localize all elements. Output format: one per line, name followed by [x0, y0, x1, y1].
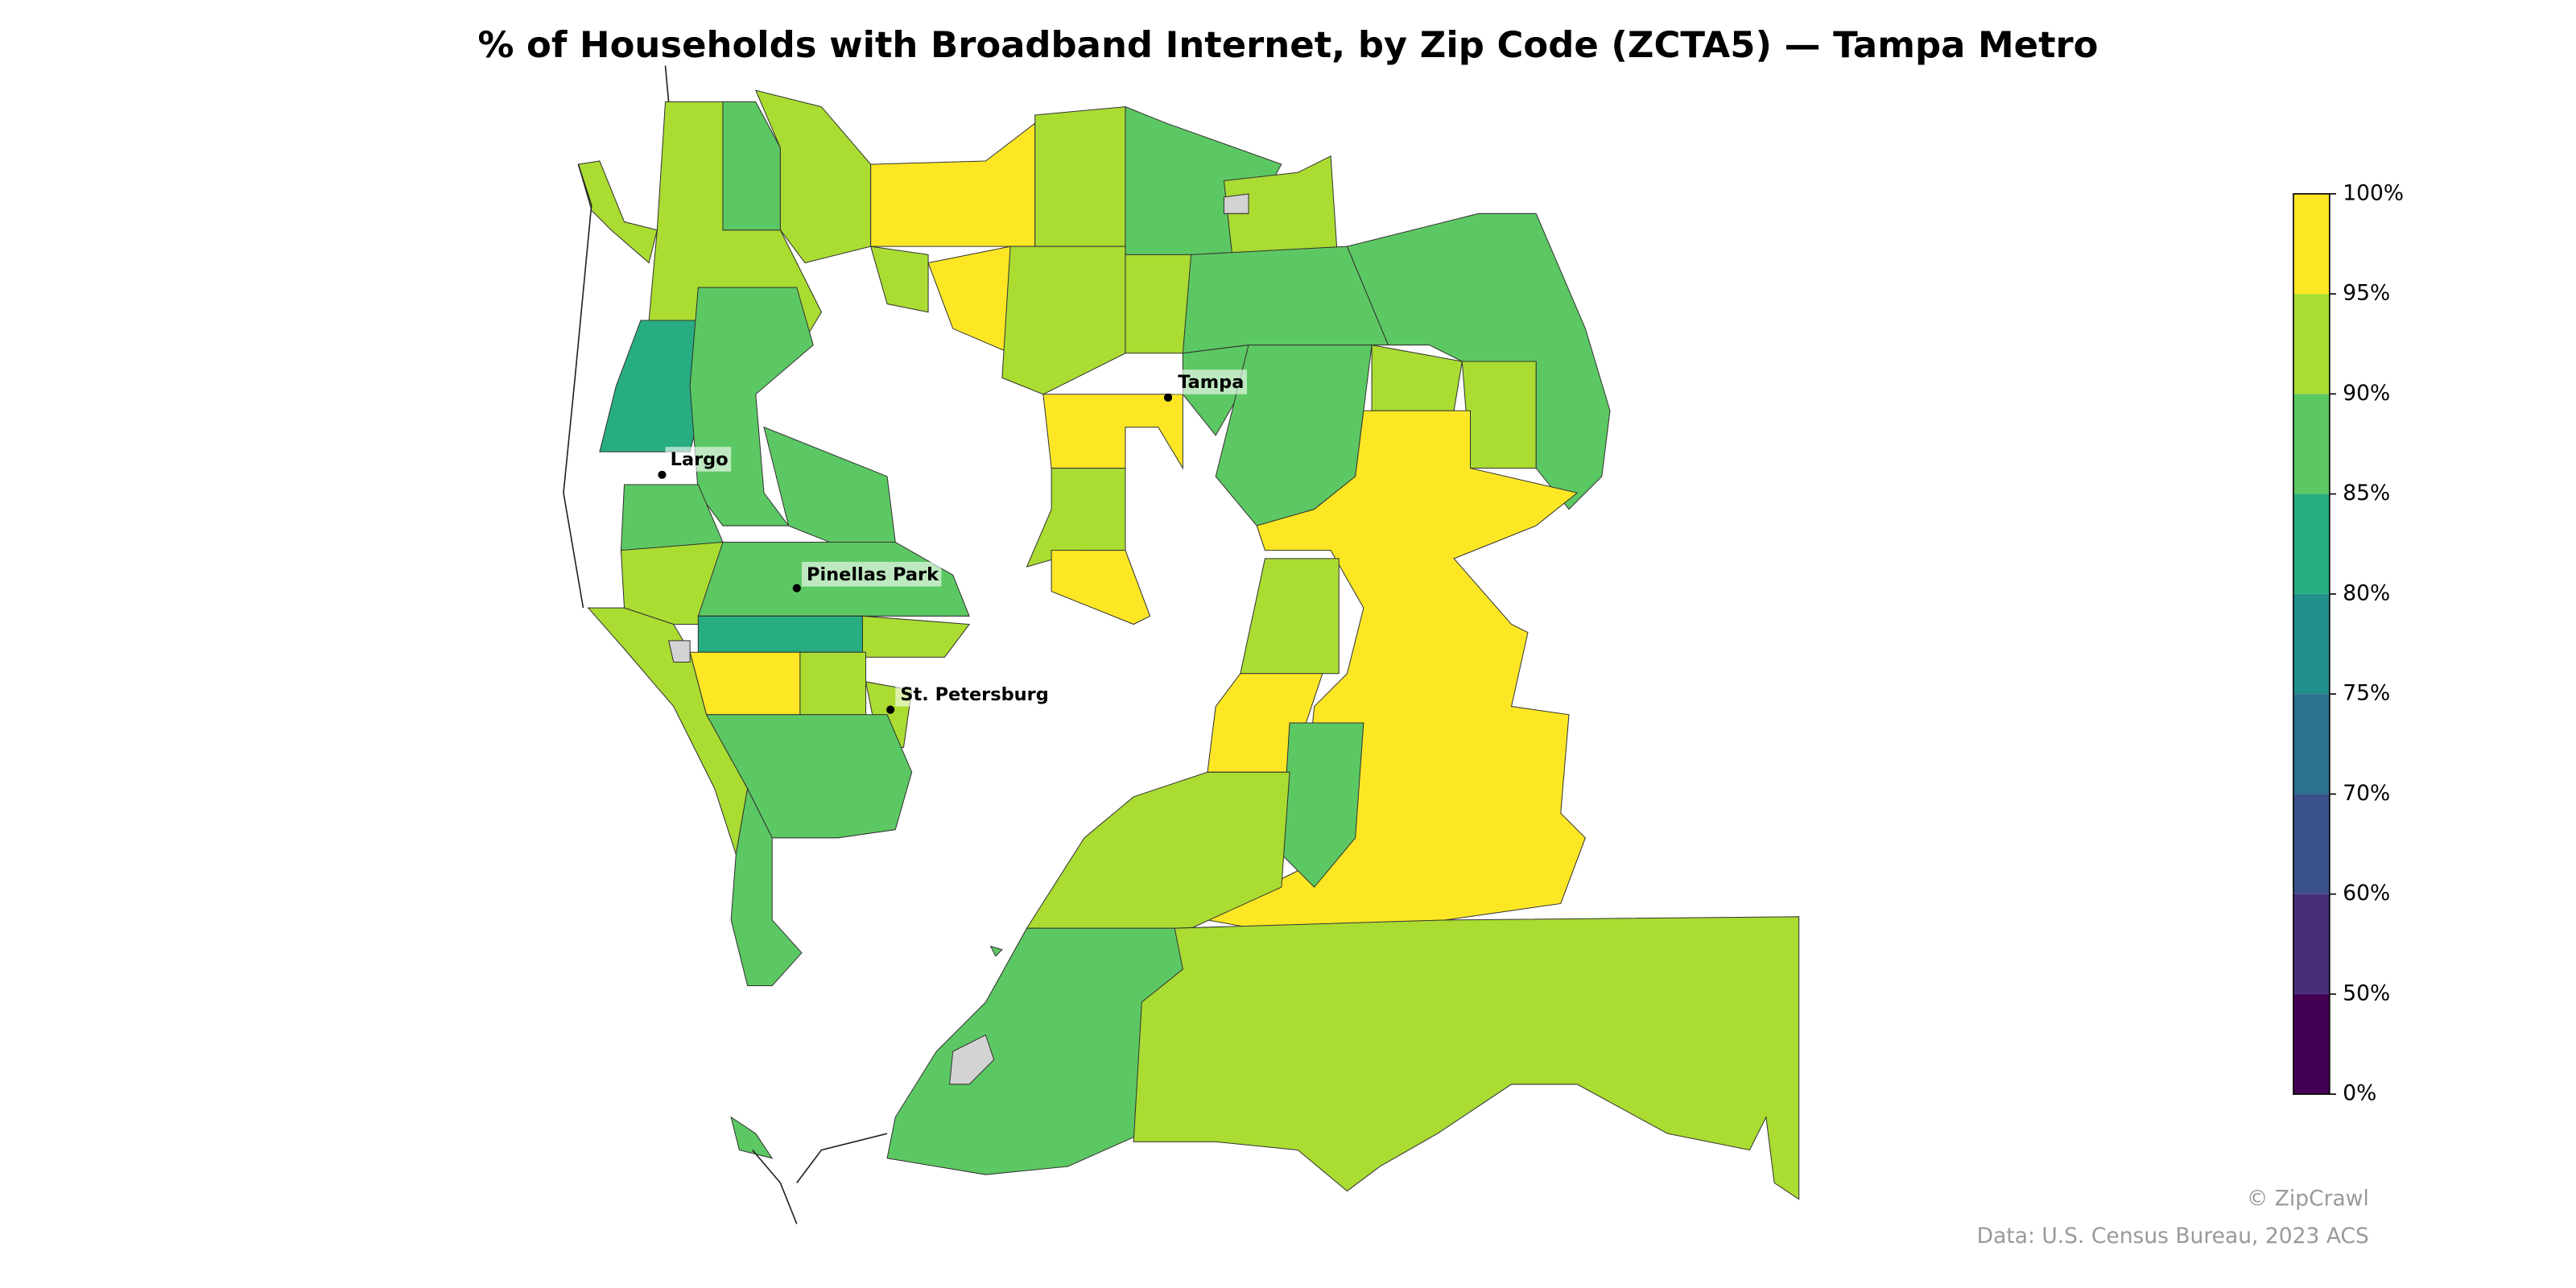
credit: Data: U.S. Census Bureau, 2023 ACS	[1977, 1224, 2369, 1249]
colorbar-tick-label: 70%	[2343, 781, 2390, 806]
colorbar-tick-label: 95%	[2343, 281, 2390, 306]
colorbar-segment	[2293, 294, 2330, 394]
credit: © ZipCrawl	[2247, 1186, 2369, 1211]
city-dot	[658, 470, 667, 479]
colorbar-tick-label: 90%	[2343, 381, 2390, 406]
colorbar-frame	[2293, 193, 2330, 1095]
colorbar-tick-label: 75%	[2343, 681, 2390, 706]
city-label-bg	[801, 561, 942, 587]
colorbar-tick-label: 85%	[2343, 481, 2390, 506]
colorbar-tick-label: 80%	[2343, 580, 2390, 605]
city-label: St. Petersburg	[900, 684, 1048, 705]
colorbar-segment	[2293, 993, 2330, 1095]
colorbar-tick-label: 60%	[2343, 881, 2390, 906]
colorbar-tick-label: 50%	[2343, 980, 2390, 1005]
city-label-bg	[1173, 369, 1247, 394]
city-dot	[886, 705, 895, 714]
map-title: % of Households with Broadband Internet,…	[477, 23, 2098, 66]
colorbar-segment	[2293, 193, 2330, 295]
city-label-bg	[895, 681, 1052, 707]
colorbar-segment	[2293, 694, 2330, 795]
city-label: Largo	[671, 449, 729, 470]
colorbar-tick-label: 0%	[2343, 1081, 2376, 1106]
colorbar-segment	[2293, 593, 2330, 695]
colorbar-segment	[2293, 794, 2330, 894]
city-label: Tampa	[1178, 372, 1244, 393]
colorbar-segment	[2293, 894, 2330, 994]
city-label: Pinellas Park	[807, 564, 939, 585]
zip-regions	[563, 65, 1800, 1224]
colorbar-tick-label: 100%	[2343, 180, 2404, 205]
city-markers: Tampa Largo Pinellas Park St. Petersburg	[658, 369, 1247, 714]
city-label-bg	[665, 447, 732, 472]
colorbar-segment	[2293, 493, 2330, 594]
colorbar-segment	[2293, 394, 2330, 494]
city-dot	[792, 584, 801, 592]
city-dot	[1163, 393, 1173, 402]
